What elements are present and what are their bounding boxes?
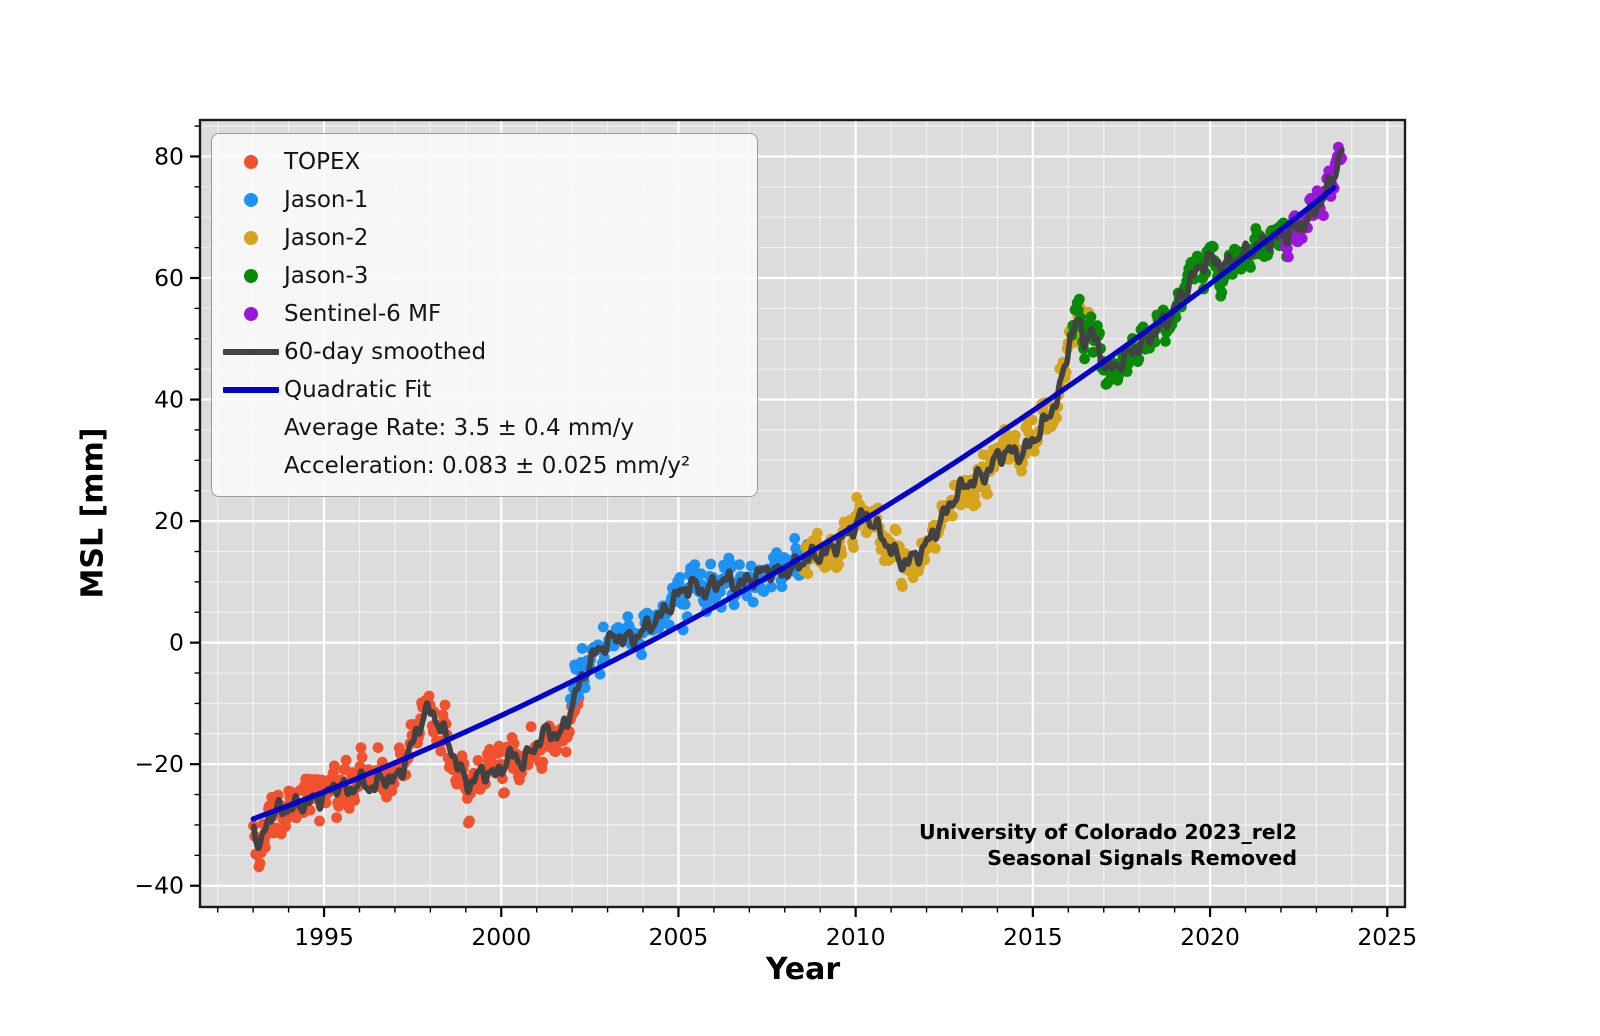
svg-text:−40: −40 [134,872,184,900]
svg-text:0: 0 [169,629,184,657]
svg-text:2025: 2025 [1357,923,1417,951]
svg-text:2010: 2010 [826,923,886,951]
fit-line-icon [218,387,284,393]
legend-item-average-rate: Average Rate: 3.5 ± 0.4 mm/y [218,409,751,447]
legend-item-jason1: Jason-1 [218,181,751,219]
legend-label: Sentinel-6 MF [284,301,442,327]
credit-line-2: Seasonal Signals Removed [987,845,1297,870]
svg-text:80: 80 [154,142,184,170]
svg-text:2000: 2000 [471,923,531,951]
legend-label: 60-day smoothed [284,339,487,365]
jason2-dot-icon [218,231,284,245]
legend-item-topex: TOPEX [218,143,751,181]
svg-text:2015: 2015 [1003,923,1063,951]
topex-dot-icon [218,155,284,169]
x-axis-title-text: Year [765,952,841,987]
average-rate-text: Average Rate: 3.5 ± 0.4 mm/y [284,415,635,441]
legend-item-smoothed: 60-day smoothed [218,333,751,371]
svg-text:−20: −20 [134,750,184,778]
legend-label: TOPEX [284,149,361,175]
legend-label: Jason-2 [284,225,369,251]
credit-line-1: University of Colorado 2023_rel2 [919,820,1297,844]
y-axis-title: MSL [mm] [75,427,111,599]
acceleration-text: Acceleration: 0.083 ± 0.025 mm/y² [284,453,691,479]
x-axis-title: Year [0,952,1600,987]
legend-item-acceleration: Acceleration: 0.083 ± 0.025 mm/y² [218,447,751,485]
legend-item-quadratic-fit: Quadratic Fit [218,371,751,409]
legend-label: Jason-1 [284,187,369,213]
legend-item-sentinel6: Sentinel-6 MF [218,295,751,333]
legend: TOPEX Jason-1 Jason-2 Jason-3 Sentinel-6… [211,133,758,497]
credit-annotation: University of Colorado 2023_rel2 Seasona… [919,820,1297,871]
legend-item-jason2: Jason-2 [218,219,751,257]
svg-text:2005: 2005 [649,923,709,951]
svg-text:2020: 2020 [1180,923,1240,951]
svg-text:1995: 1995 [294,923,354,951]
svg-text:40: 40 [154,386,184,414]
legend-label: Quadratic Fit [284,377,432,403]
legend-item-jason3: Jason-3 [218,257,751,295]
sentinel6-dot-icon [218,307,284,321]
legend-label: Jason-3 [284,263,369,289]
jason1-dot-icon [218,193,284,207]
jason3-dot-icon [218,269,284,283]
svg-text:20: 20 [154,507,184,535]
svg-text:60: 60 [154,264,184,292]
smoothed-line-icon [218,349,284,355]
